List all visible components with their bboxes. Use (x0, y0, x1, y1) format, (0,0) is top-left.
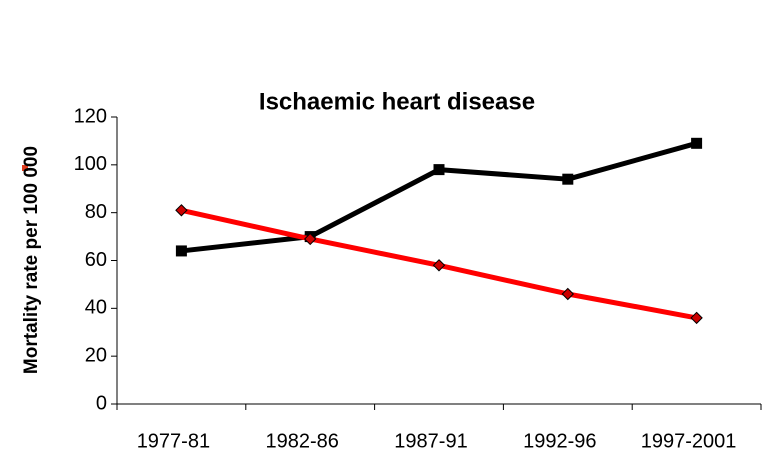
chart-title: Ischaemic heart disease (259, 88, 535, 115)
y-tick-label: 20 (85, 344, 107, 366)
marker (690, 311, 703, 325)
series-line (181, 140, 698, 254)
marker (432, 259, 446, 272)
y-tick-label: 60 (85, 249, 107, 271)
y-tick-label: 80 (85, 201, 107, 223)
x-tick-label: 1992-96 (523, 430, 596, 452)
marker (562, 173, 574, 185)
y-tick-label: 120 (74, 105, 107, 127)
x-tick-label: 1997-2001 (641, 430, 737, 452)
y-tick-label: 100 (74, 153, 107, 175)
x-tick-label: 1977-81 (137, 430, 210, 452)
marker (175, 204, 188, 217)
x-tick-label: 1987-91 (394, 430, 467, 452)
y-tick-label: 0 (96, 392, 107, 414)
decoration (22, 165, 28, 171)
y-tick-label: 40 (85, 297, 107, 319)
marker (433, 164, 445, 176)
y-axis-label: Mortality rate per 100 000 (21, 146, 42, 374)
x-tick-label: 1982-86 (265, 430, 338, 452)
marker (691, 137, 703, 149)
marker (561, 287, 575, 301)
marker (175, 245, 187, 257)
marker (303, 232, 317, 246)
